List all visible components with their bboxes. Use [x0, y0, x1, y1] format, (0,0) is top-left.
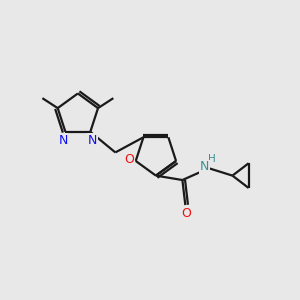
- Text: N: N: [58, 134, 68, 147]
- Text: H: H: [208, 154, 216, 164]
- Text: O: O: [181, 207, 191, 220]
- Text: N: N: [200, 160, 209, 173]
- Text: N: N: [88, 134, 98, 147]
- Text: O: O: [124, 153, 134, 166]
